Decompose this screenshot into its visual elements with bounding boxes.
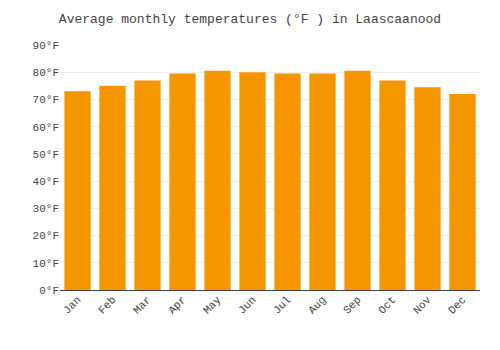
svg-text:Dec: Dec <box>446 294 468 316</box>
svg-text:80°F: 80°F <box>33 67 59 79</box>
svg-text:Sep: Sep <box>341 294 363 316</box>
svg-text:0°F: 0°F <box>39 285 59 297</box>
svg-text:Aug: Aug <box>306 294 328 316</box>
svg-text:May: May <box>201 294 224 317</box>
svg-text:40°F: 40°F <box>33 176 59 188</box>
svg-text:Jun: Jun <box>236 294 258 316</box>
svg-text:Jan: Jan <box>61 294 83 316</box>
svg-text:Nov: Nov <box>411 294 434 317</box>
svg-text:Feb: Feb <box>96 294 118 316</box>
svg-text:20°F: 20°F <box>33 230 59 242</box>
svg-text:Oct: Oct <box>376 294 398 316</box>
svg-text:Apr: Apr <box>166 294 188 316</box>
svg-text:60°F: 60°F <box>33 122 59 134</box>
svg-text:90°F: 90°F <box>33 40 59 52</box>
svg-text:Jul: Jul <box>271 294 293 316</box>
svg-text:70°F: 70°F <box>33 94 59 106</box>
svg-text:10°F: 10°F <box>33 258 59 270</box>
svg-text:Average monthly temperatures (: Average monthly temperatures (°F ) in La… <box>59 12 441 27</box>
svg-text:30°F: 30°F <box>33 203 59 215</box>
svg-text:50°F: 50°F <box>33 149 59 161</box>
svg-text:Mar: Mar <box>131 294 153 316</box>
